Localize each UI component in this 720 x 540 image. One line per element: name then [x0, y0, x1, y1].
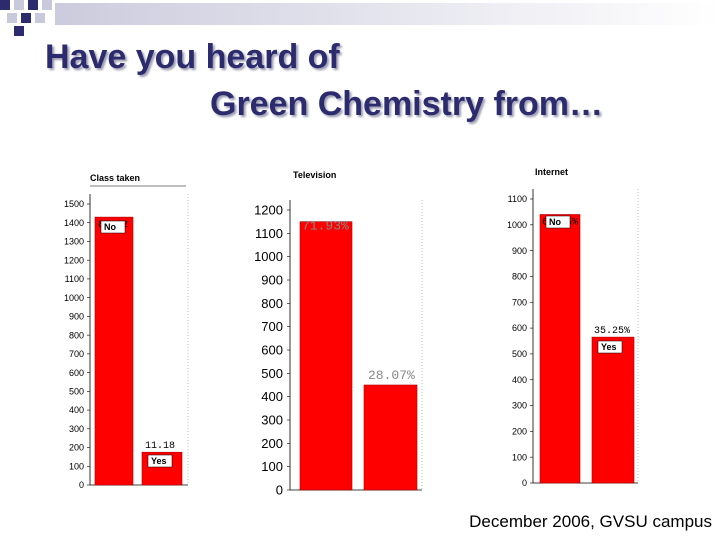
- category-box: [545, 215, 571, 229]
- y-tick-label: 500: [512, 349, 527, 359]
- y-tick-label: 600: [69, 368, 84, 378]
- y-tick-label: 600: [512, 323, 527, 333]
- y-tick-label: 1500: [64, 199, 84, 209]
- bar-yes: [591, 336, 635, 484]
- category-box: [597, 340, 623, 354]
- data-label: 35.25%: [594, 326, 630, 337]
- y-tick-label: 300: [69, 424, 84, 434]
- data-label: 28.07%: [368, 368, 415, 383]
- corner-decoration: [0, 0, 720, 36]
- y-tick-label: 1100: [508, 194, 527, 204]
- data-label: 11.18: [145, 441, 175, 452]
- y-tick-label: 400: [512, 375, 527, 385]
- y-tick-label: 1000: [507, 220, 527, 230]
- chart-1: Class taken 0 100 200 300 400 500 600 700 800 900 1…: [64, 173, 192, 490]
- y-tick-label: 1200: [254, 203, 283, 218]
- bar-no: [539, 214, 581, 484]
- y-tick-label: 800: [261, 296, 283, 311]
- deco-square: [42, 0, 52, 10]
- decoration-squares: [0, 0, 52, 36]
- chart-3: Internet 0 100 200 300 400 500 600 700 800 900 1000…: [507, 167, 642, 488]
- y-tick-label: 500: [69, 386, 84, 396]
- category-label: Yes: [601, 342, 617, 352]
- bar-yes: [363, 384, 418, 491]
- y-tick-label: 300: [512, 401, 527, 411]
- category-label: Yes: [151, 456, 167, 466]
- y-tick-label: 1000: [254, 249, 283, 264]
- y-tick-label: 0: [522, 478, 527, 488]
- y-tick-label: 100: [69, 461, 84, 471]
- deco-square: [35, 13, 45, 23]
- y-tick-label: 200: [261, 436, 283, 451]
- slide-title-line-2: Green Chemistry from…: [210, 85, 603, 123]
- category-box: [147, 454, 173, 468]
- data-label: 71.93%: [302, 219, 349, 234]
- deco-square: [28, 0, 38, 10]
- deco-square: [21, 13, 31, 23]
- y-tick-label: 1000: [64, 293, 84, 303]
- category-box: [100, 220, 126, 234]
- y-tick-label: 800: [512, 272, 527, 282]
- y-tick-label: 800: [69, 330, 84, 340]
- y-tick-label: 1100: [255, 226, 283, 241]
- y-tick-label: 600: [261, 343, 283, 358]
- bar-no: [299, 221, 353, 491]
- y-tick-label: 200: [69, 443, 84, 453]
- deco-square: [14, 26, 24, 36]
- bar-no: [94, 216, 134, 486]
- y-tick-label: 0: [79, 480, 84, 490]
- category-label: No: [549, 217, 561, 227]
- header-band: [55, 3, 720, 25]
- chart-2: Television 0 100 200 300 400 500 600 700 800 900 10…: [254, 170, 426, 498]
- y-tick-label: 100: [512, 452, 527, 462]
- deco-square: [14, 0, 24, 10]
- y-tick-label: 900: [69, 312, 84, 322]
- footer-note: December 2006, GVSU campus: [469, 512, 712, 531]
- y-tick-label: 400: [69, 405, 84, 415]
- y-tick-label: 400: [261, 389, 283, 404]
- chart-title: Television: [293, 170, 336, 180]
- chart-title: Class taken: [90, 173, 140, 183]
- y-tick-label: 700: [512, 297, 527, 307]
- y-tick-label: 900: [512, 246, 527, 256]
- deco-square: [7, 13, 17, 23]
- y-tick-label: 200: [512, 427, 527, 437]
- y-tick-label: 100: [261, 459, 283, 474]
- y-tick-label: 300: [261, 413, 283, 428]
- y-tick-label: 700: [261, 319, 283, 334]
- y-tick-label: 1300: [64, 237, 84, 247]
- slide-title-line-1: Have you heard of: [45, 38, 340, 76]
- y-tick-label: 1200: [64, 255, 84, 265]
- y-tick-label: 500: [261, 366, 283, 381]
- y-tick-label: 0: [276, 483, 283, 498]
- y-tick-label: 700: [69, 349, 84, 359]
- y-tick-label: 900: [261, 273, 283, 288]
- y-tick-label: 1400: [64, 218, 84, 228]
- chart-title: Internet: [535, 167, 568, 177]
- y-tick-label: 1100: [65, 274, 84, 284]
- deco-square: [0, 0, 10, 10]
- category-label: No: [104, 222, 116, 232]
